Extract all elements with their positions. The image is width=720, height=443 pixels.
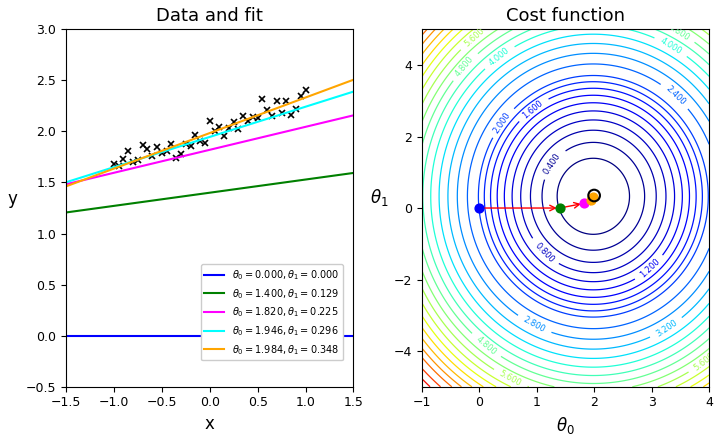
Point xyxy=(585,196,597,203)
Text: 2.400: 2.400 xyxy=(664,84,687,107)
Text: 4.000: 4.000 xyxy=(487,46,511,68)
Point xyxy=(588,194,599,201)
Text: 0.400: 0.400 xyxy=(542,152,563,176)
Text: 4.800: 4.800 xyxy=(667,22,691,43)
Text: 5.600: 5.600 xyxy=(462,26,486,49)
Y-axis label: $\theta_1$: $\theta_1$ xyxy=(370,187,389,208)
Point xyxy=(473,205,485,212)
Point xyxy=(554,205,565,212)
Text: 3.200: 3.200 xyxy=(654,318,679,338)
Point xyxy=(578,200,590,207)
X-axis label: $\theta_0$: $\theta_0$ xyxy=(556,415,575,436)
Title: Data and fit: Data and fit xyxy=(156,7,264,25)
X-axis label: x: x xyxy=(204,415,215,433)
Text: 4.800: 4.800 xyxy=(474,334,498,357)
Text: 2.000: 2.000 xyxy=(492,110,513,135)
Text: 4.800: 4.800 xyxy=(454,54,476,78)
Text: 1.200: 1.200 xyxy=(639,257,662,280)
Text: 1.600: 1.600 xyxy=(521,98,545,120)
Text: 2.800: 2.800 xyxy=(521,315,546,334)
Text: 0.800: 0.800 xyxy=(533,241,556,264)
Text: 5.600: 5.600 xyxy=(692,351,716,373)
Y-axis label: y: y xyxy=(7,190,17,208)
Point xyxy=(588,192,600,199)
Text: 5.600: 5.600 xyxy=(498,369,523,389)
Legend: $\theta_0 = 0. 000, \theta_1 = 0. 000$, $\theta_0 = 1. 400, \theta_1 = 0. 129$, : $\theta_0 = 0. 000, \theta_1 = 0. 000$, … xyxy=(201,264,343,361)
Title: Cost function: Cost function xyxy=(506,7,625,25)
Text: 4.000: 4.000 xyxy=(659,36,683,56)
